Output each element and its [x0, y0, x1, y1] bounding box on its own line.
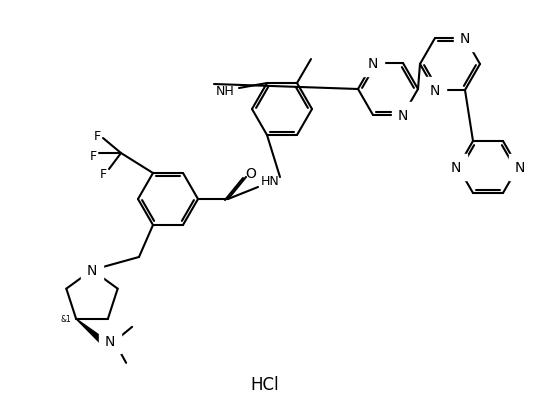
Text: N: N	[87, 263, 97, 277]
Text: HN: HN	[261, 175, 279, 188]
Text: N: N	[368, 57, 378, 71]
Text: N: N	[105, 334, 116, 348]
Text: F: F	[89, 149, 96, 162]
Text: F: F	[100, 167, 106, 180]
Text: N: N	[398, 109, 408, 123]
Text: N: N	[451, 161, 461, 175]
Text: NH: NH	[216, 84, 234, 97]
Polygon shape	[76, 319, 104, 343]
Text: N: N	[515, 161, 525, 175]
Text: HCl: HCl	[251, 375, 279, 393]
Text: &1: &1	[60, 315, 71, 324]
Text: N: N	[460, 32, 470, 46]
Text: F: F	[94, 129, 101, 142]
Text: O: O	[246, 166, 256, 180]
Text: N: N	[430, 84, 440, 98]
